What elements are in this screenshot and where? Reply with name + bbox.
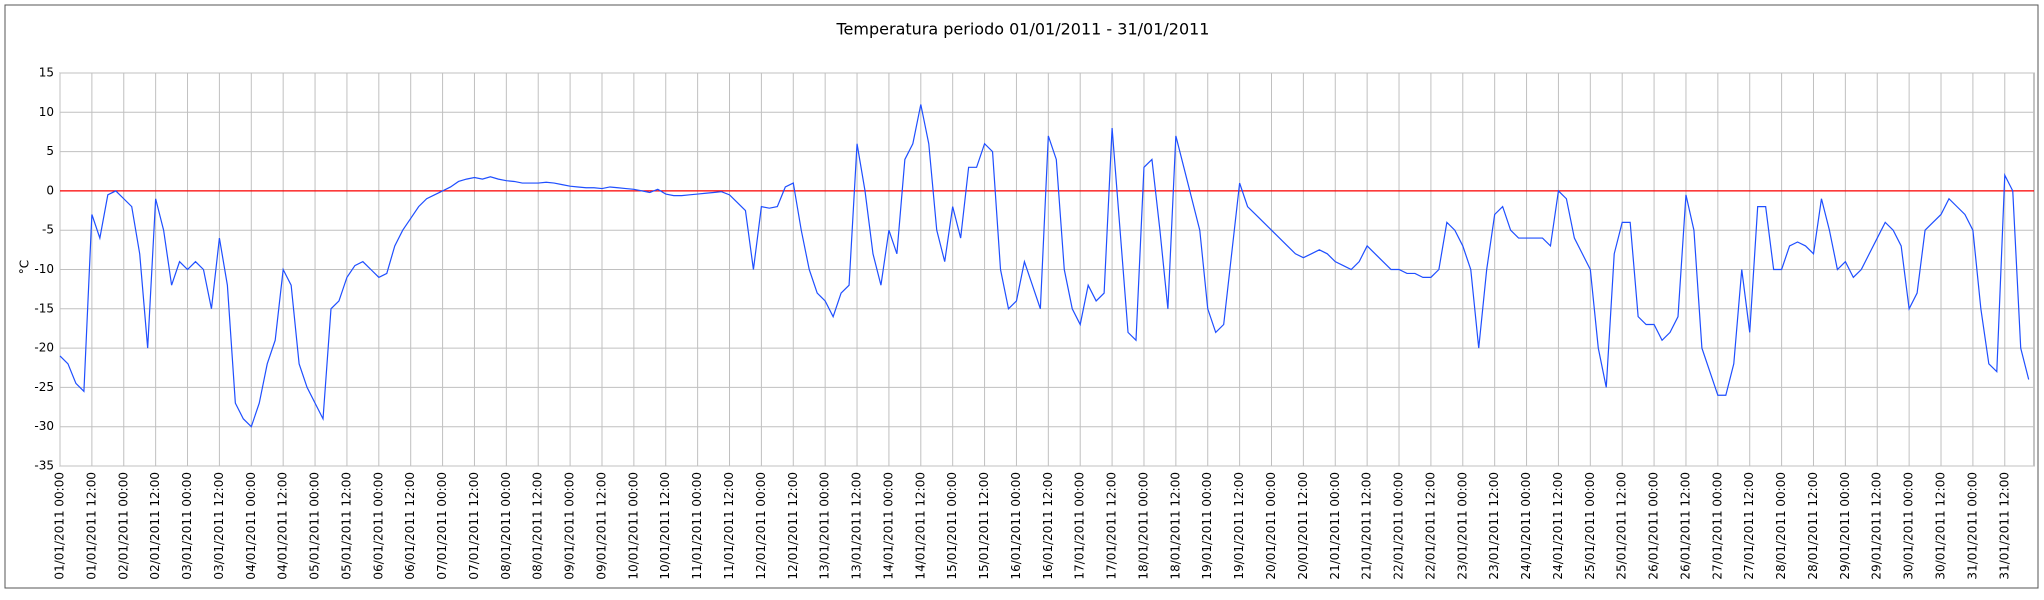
y-tick-label: -15 xyxy=(34,301,54,315)
x-tick-label: 13/01/2011 00:00 xyxy=(818,472,832,580)
x-tick-label: 05/01/2011 00:00 xyxy=(308,472,322,580)
y-tick-label: 5 xyxy=(46,144,54,158)
x-tick-label: 16/01/2011 12:00 xyxy=(1041,472,1055,580)
x-tick-label: 25/01/2011 12:00 xyxy=(1615,472,1629,580)
x-tick-label: 23/01/2011 12:00 xyxy=(1487,472,1501,580)
x-tick-label: 06/01/2011 12:00 xyxy=(403,472,417,580)
y-tick-label: 15 xyxy=(39,66,54,80)
x-tick-label: 23/01/2011 00:00 xyxy=(1455,472,1469,580)
y-axis-label: °C xyxy=(18,260,32,274)
x-tick-label: 14/01/2011 00:00 xyxy=(881,472,895,580)
x-tick-label: 09/01/2011 00:00 xyxy=(563,472,577,580)
y-tick-label: 10 xyxy=(39,105,54,119)
x-tick-label: 07/01/2011 00:00 xyxy=(435,472,449,580)
y-tick-label: 0 xyxy=(46,183,54,197)
x-tick-label: 28/01/2011 12:00 xyxy=(1806,472,1820,580)
x-tick-label: 08/01/2011 00:00 xyxy=(499,472,513,580)
y-tick-label: -35 xyxy=(34,459,54,473)
x-tick-label: 21/01/2011 12:00 xyxy=(1360,472,1374,580)
x-tick-label: 22/01/2011 00:00 xyxy=(1392,472,1406,580)
y-tick-label: -25 xyxy=(34,380,54,394)
x-tick-label: 22/01/2011 12:00 xyxy=(1423,472,1437,580)
x-tick-label: 13/01/2011 12:00 xyxy=(850,472,864,580)
x-tick-label: 26/01/2011 00:00 xyxy=(1647,472,1661,580)
x-tick-label: 12/01/2011 00:00 xyxy=(754,472,768,580)
x-tick-label: 02/01/2011 00:00 xyxy=(116,472,130,580)
x-tick-label: 12/01/2011 12:00 xyxy=(786,472,800,580)
x-tick-label: 02/01/2011 12:00 xyxy=(148,472,162,580)
x-tick-label: 19/01/2011 12:00 xyxy=(1232,472,1246,580)
x-tick-label: 29/01/2011 12:00 xyxy=(1870,472,1884,580)
x-tick-label: 30/01/2011 12:00 xyxy=(1934,472,1948,580)
chart-title: Temperatura periodo 01/01/2011 - 31/01/2… xyxy=(836,20,1210,39)
x-tick-label: 25/01/2011 00:00 xyxy=(1583,472,1597,580)
x-tick-label: 17/01/2011 12:00 xyxy=(1105,472,1119,580)
x-tick-label: 11/01/2011 12:00 xyxy=(722,472,736,580)
x-tick-label: 31/01/2011 00:00 xyxy=(1965,472,1979,580)
x-tick-label: 29/01/2011 00:00 xyxy=(1838,472,1852,580)
x-tick-label: 07/01/2011 12:00 xyxy=(467,472,481,580)
x-tick-label: 16/01/2011 00:00 xyxy=(1009,472,1023,580)
x-tick-label: 15/01/2011 00:00 xyxy=(945,472,959,580)
x-tick-label: 24/01/2011 12:00 xyxy=(1551,472,1565,580)
x-tick-label: 06/01/2011 00:00 xyxy=(371,472,385,580)
x-tick-label: 24/01/2011 00:00 xyxy=(1519,472,1533,580)
x-tick-label: 11/01/2011 00:00 xyxy=(690,472,704,580)
x-tick-label: 08/01/2011 12:00 xyxy=(531,472,545,580)
x-tick-label: 15/01/2011 12:00 xyxy=(977,472,991,580)
y-tick-label: -5 xyxy=(42,223,54,237)
x-tick-label: 20/01/2011 00:00 xyxy=(1264,472,1278,580)
y-tick-label: -10 xyxy=(34,262,54,276)
x-tick-label: 27/01/2011 00:00 xyxy=(1710,472,1724,580)
x-tick-label: 03/01/2011 12:00 xyxy=(212,472,226,580)
x-tick-label: 17/01/2011 00:00 xyxy=(1073,472,1087,580)
y-tick-label: -20 xyxy=(34,341,54,355)
x-tick-label: 26/01/2011 12:00 xyxy=(1678,472,1692,580)
x-tick-label: 28/01/2011 00:00 xyxy=(1774,472,1788,580)
x-tick-label: 27/01/2011 12:00 xyxy=(1742,472,1756,580)
x-tick-label: 04/01/2011 12:00 xyxy=(276,472,290,580)
x-tick-label: 04/01/2011 00:00 xyxy=(244,472,258,580)
x-tick-label: 21/01/2011 00:00 xyxy=(1328,472,1342,580)
x-tick-label: 03/01/2011 00:00 xyxy=(180,472,194,580)
x-tick-label: 20/01/2011 12:00 xyxy=(1296,472,1310,580)
data-line xyxy=(59,104,2030,428)
x-tick-label: 05/01/2011 12:00 xyxy=(339,472,353,580)
y-tick-label: -30 xyxy=(34,419,54,433)
x-tick-label: 19/01/2011 00:00 xyxy=(1200,472,1214,580)
x-tick-label: 18/01/2011 00:00 xyxy=(1136,472,1150,580)
x-tick-label: 18/01/2011 12:00 xyxy=(1168,472,1182,580)
x-tick-label: 01/01/2011 12:00 xyxy=(84,472,98,580)
x-tick-label: 01/01/2011 00:00 xyxy=(53,472,67,580)
x-tick-label: 10/01/2011 12:00 xyxy=(658,472,672,580)
x-tick-label: 14/01/2011 12:00 xyxy=(913,472,927,580)
x-tick-label: 31/01/2011 12:00 xyxy=(1997,472,2011,580)
x-tick-label: 09/01/2011 12:00 xyxy=(594,472,608,580)
x-tick-label: 10/01/2011 00:00 xyxy=(626,472,640,580)
x-tick-label: 30/01/2011 00:00 xyxy=(1902,472,1916,580)
